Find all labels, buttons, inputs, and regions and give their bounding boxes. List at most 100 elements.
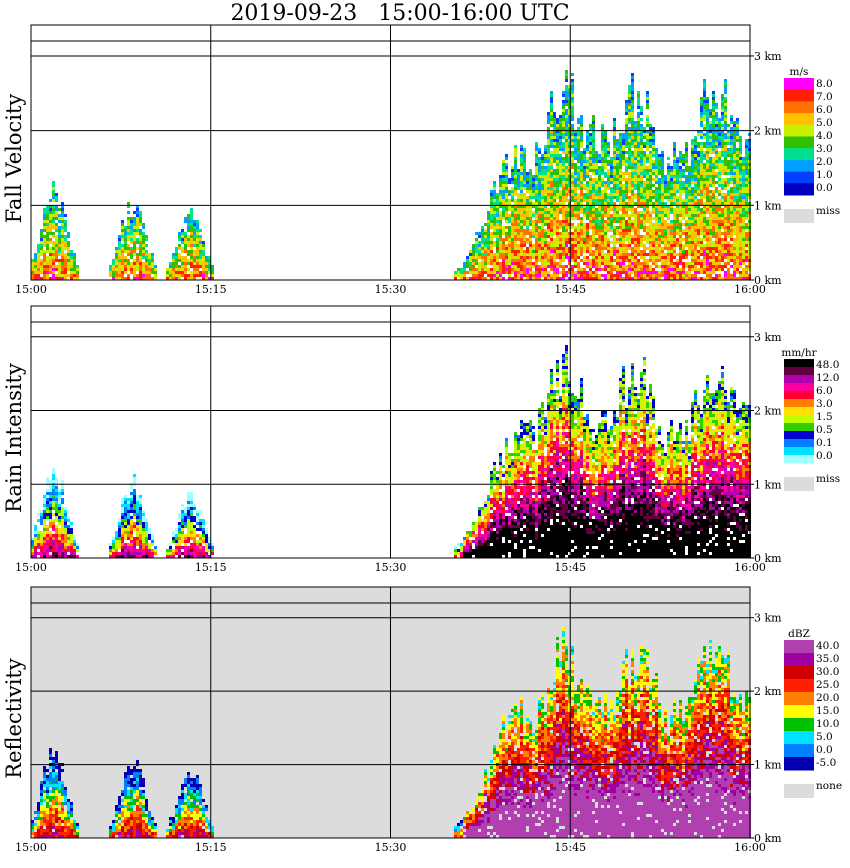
data-cell <box>703 79 706 82</box>
data-cell <box>565 238 568 241</box>
data-cell <box>736 193 739 196</box>
data-cell <box>142 271 145 274</box>
data-cell <box>739 190 742 193</box>
data-cell <box>577 166 580 169</box>
data-cell <box>694 241 697 244</box>
data-cell <box>139 262 142 265</box>
data-cell <box>676 178 679 181</box>
data-cell <box>682 199 685 202</box>
data-cell <box>661 205 664 208</box>
data-cell <box>673 175 676 178</box>
data-cell <box>649 187 652 190</box>
data-cell <box>508 250 511 253</box>
data-cell <box>523 214 526 217</box>
data-cell <box>562 238 565 241</box>
data-cell <box>211 274 214 277</box>
data-cell <box>490 238 493 241</box>
data-cell <box>487 247 490 250</box>
data-cell <box>739 139 742 142</box>
data-cell <box>565 211 568 214</box>
data-cell <box>562 205 565 208</box>
data-cell <box>724 133 727 136</box>
data-cell <box>607 208 610 211</box>
data-cell <box>187 229 190 232</box>
data-cell <box>517 268 520 271</box>
data-cell <box>577 277 580 280</box>
colorbar-swatch <box>784 136 814 149</box>
data-cell <box>640 172 643 175</box>
data-cell <box>520 277 523 280</box>
data-cell <box>715 154 718 157</box>
data-cell <box>499 253 502 256</box>
data-cell <box>694 196 697 199</box>
data-cell <box>658 199 661 202</box>
data-cell <box>193 256 196 259</box>
data-cell <box>589 223 592 226</box>
data-cell <box>184 268 187 271</box>
data-cell <box>529 193 532 196</box>
data-cell <box>649 139 652 142</box>
data-cell <box>718 175 721 178</box>
data-cell <box>493 220 496 223</box>
data-cell <box>703 196 706 199</box>
data-cell <box>739 256 742 259</box>
data-cell <box>58 522 61 525</box>
data-cell <box>34 534 37 537</box>
data-cell <box>715 196 718 199</box>
data-cell <box>613 139 616 142</box>
data-cell <box>31 552 34 555</box>
data-cell <box>37 540 40 543</box>
data-cell <box>598 175 601 178</box>
data-cell <box>193 265 196 268</box>
data-cell <box>493 214 496 217</box>
data-cell <box>736 178 739 181</box>
data-cell <box>52 498 55 501</box>
data-cell <box>145 268 148 271</box>
data-cell <box>526 199 529 202</box>
data-cell <box>505 271 508 274</box>
data-cell <box>682 169 685 172</box>
data-cell <box>475 271 478 274</box>
data-cell <box>658 271 661 274</box>
data-cell <box>628 277 631 280</box>
data-cell <box>583 238 586 241</box>
data-cell <box>571 175 574 178</box>
data-cell <box>547 256 550 259</box>
data-cell <box>592 115 595 118</box>
data-cell <box>706 160 709 163</box>
data-cell <box>712 193 715 196</box>
data-cell <box>514 274 517 277</box>
data-cell <box>553 157 556 160</box>
data-cell <box>517 196 520 199</box>
data-cell <box>499 178 502 181</box>
data-cell <box>739 274 742 277</box>
data-cell <box>556 238 559 241</box>
data-cell <box>511 268 514 271</box>
data-cell <box>715 106 718 109</box>
data-cell <box>562 259 565 262</box>
data-cell <box>601 181 604 184</box>
data-cell <box>625 130 628 133</box>
data-cell <box>718 169 721 172</box>
data-cell <box>727 196 730 199</box>
data-cell <box>598 220 601 223</box>
data-cell <box>535 181 538 184</box>
data-cell <box>136 211 139 214</box>
data-cell <box>46 531 49 534</box>
data-cell <box>532 271 535 274</box>
data-cell <box>667 217 670 220</box>
data-cell <box>568 148 571 151</box>
data-cell <box>538 193 541 196</box>
data-cell <box>478 274 481 277</box>
data-cell <box>574 184 577 187</box>
data-cell <box>475 259 478 262</box>
data-cell <box>688 235 691 238</box>
data-cell <box>115 268 118 271</box>
data-cell <box>523 238 526 241</box>
data-cell <box>559 121 562 124</box>
data-cell <box>514 151 517 154</box>
data-cell <box>634 163 637 166</box>
data-cell <box>550 202 553 205</box>
data-cell <box>661 274 664 277</box>
data-cell <box>511 226 514 229</box>
